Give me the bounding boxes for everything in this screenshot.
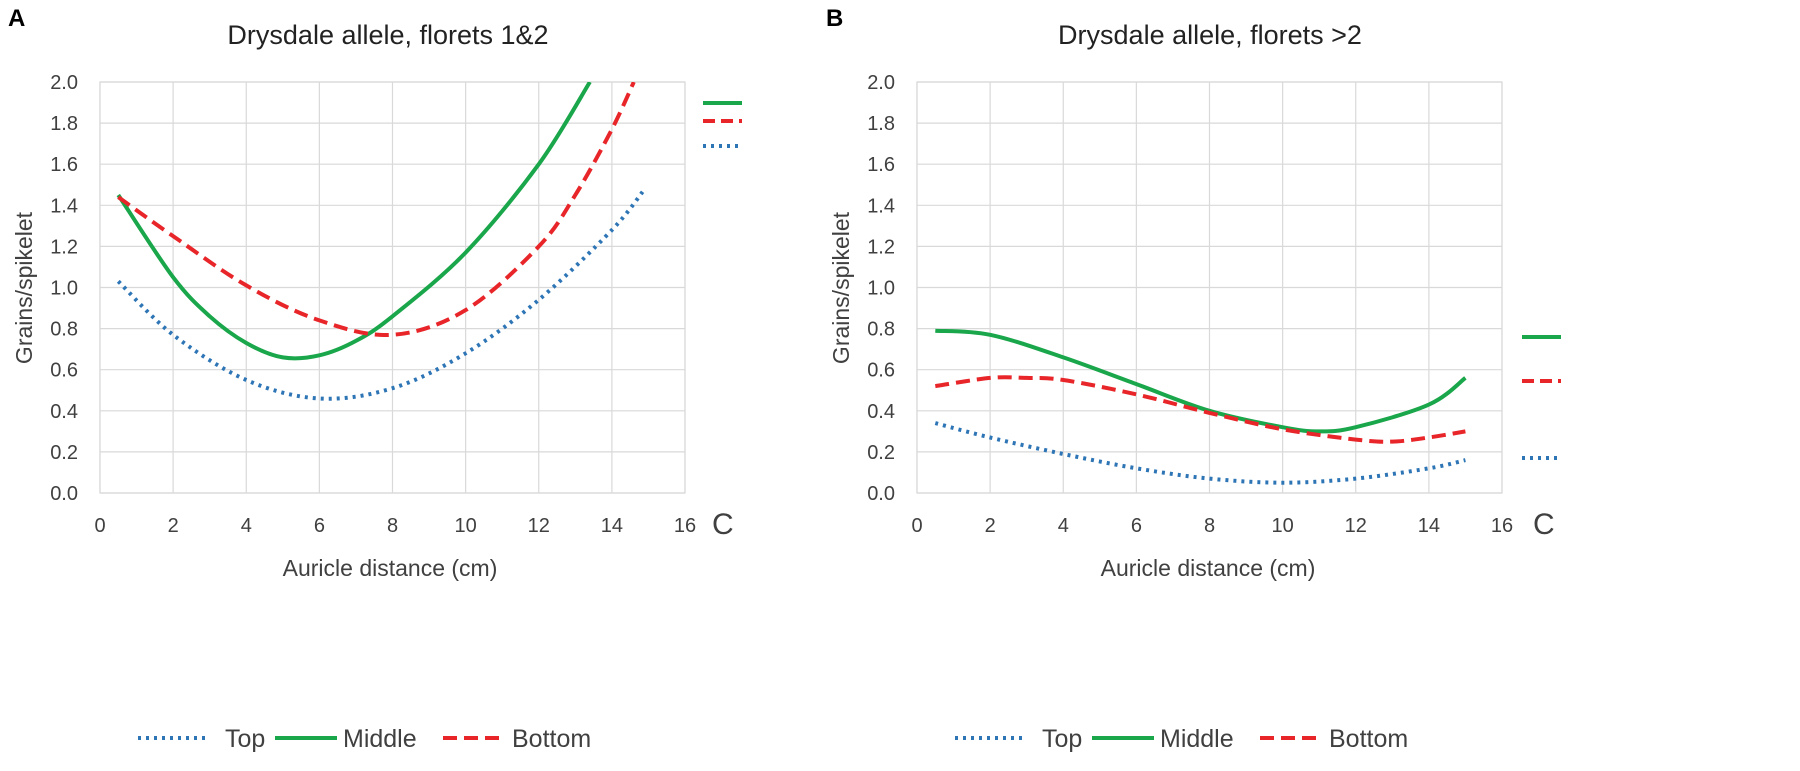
panel-a-cut-legend (703, 101, 742, 148)
panel-b-series-top-line (934, 421, 1466, 485)
panel-a-x-tick-label: 6 (314, 515, 325, 537)
panel-b-title: Drysdale allele, florets >2 (1058, 20, 1362, 50)
panel-b-y-tick-label: 2.0 (867, 72, 895, 94)
panel-b-y-tick-label: 0.8 (867, 319, 895, 341)
panel-b-y-tick-label: 1.8 (867, 113, 895, 135)
panel-a-series-bottom-line (117, 82, 636, 338)
panel-a-plot: 0 2 4 6 8 10 12 14 16 0.0 0.2 0.4 0.6 0.8 1.0 1.2 1.4 1.6… (50, 72, 696, 537)
legend-b-bottom-label: Bottom (1329, 725, 1408, 753)
panel-a-x-tick-label: 4 (241, 515, 252, 537)
panel-a-x-tick-label: 12 (528, 515, 550, 537)
panel-b-y-tick-label: 0.6 (867, 360, 895, 382)
panel-b-x-tick-label: 4 (1058, 515, 1069, 537)
panel-b-plot: 0 2 4 6 8 10 12 14 16 0.0 0.2 0.4 0.6 0.8 1.0 1.2 1.4 1.6… (867, 72, 1513, 537)
panel-b-x-tick-label: 0 (911, 515, 922, 537)
panel-b-x-tick-label: 6 (1131, 515, 1142, 537)
panel-a-title: Drysdale allele, florets 1&2 (227, 20, 548, 50)
panel-b-x-tick-label: 8 (1204, 515, 1215, 537)
panel-b-y-tick-label: 1.6 (867, 154, 895, 176)
legend-b: Top Middle Bottom (955, 725, 1408, 753)
legend-b-middle-label: Middle (1160, 725, 1234, 753)
panel-a-cut-label: C (712, 508, 734, 541)
panel-a-x-tick-label: 14 (601, 515, 623, 537)
panel-a-x-tick-label: 10 (455, 515, 477, 537)
panel-b-y-tick-label: 0.4 (867, 401, 895, 423)
panel-a-y-tick-label: 1.0 (50, 278, 78, 300)
panel-a-y-tick-label: 0.0 (50, 483, 78, 505)
panel-a-letter: A (8, 5, 25, 32)
panel-a-y-tick-label: 1.8 (50, 113, 78, 135)
panel-b-y-tick-label: 0.0 (867, 483, 895, 505)
panel-a-x-tick-label: 2 (168, 515, 179, 537)
panel-a-y-tick-label: 1.4 (50, 195, 78, 217)
panel-b-xlabel: Auricle distance (cm) (1101, 555, 1316, 581)
panel-a-series-middle-line (116, 82, 592, 361)
panel-b-letter: B (826, 5, 843, 32)
panel-a-x-tick-label: 8 (387, 515, 398, 537)
panel-a-y-tick-label: 0.8 (50, 319, 78, 341)
panel-a-x-tick-label: 0 (94, 515, 105, 537)
panel-a-y-tick-label: 1.2 (50, 236, 78, 258)
legend-b-top-label: Top (1042, 725, 1082, 753)
panel-a-y-tick-label: 0.6 (50, 360, 78, 382)
panel-b-x-tick-label: 14 (1418, 515, 1440, 537)
panel-b-series-bottom-line (935, 375, 1466, 444)
panel-b-plot-frame (916, 81, 1503, 494)
panel-b-y-tick-label: 1.4 (867, 195, 895, 217)
legend-a-middle-label: Middle (343, 725, 417, 753)
panel-a-ylabel: Grains/spikelet (11, 211, 37, 364)
legend-a: Top Middle Bottom (138, 725, 591, 753)
panel-b-x-tick-label: 10 (1272, 515, 1294, 537)
panel-b-x-tick-label: 12 (1345, 515, 1367, 537)
panel-b-x-tick-label: 16 (1491, 515, 1513, 537)
panel-b-x-tick-label: 2 (985, 515, 996, 537)
panel-b-y-tick-label: 0.2 (867, 442, 895, 464)
legend-a-top-label: Top (225, 725, 265, 753)
panel-b-y-tick-label: 1.2 (867, 236, 895, 258)
panel-a-y-tick-label: 0.2 (50, 442, 78, 464)
panel-a-x-tick-label: 16 (674, 515, 696, 537)
panel-a-xlabel: Auricle distance (cm) (283, 555, 498, 581)
panel-a-series-top-line (116, 187, 647, 401)
panel-b-y-tick-label: 1.0 (867, 278, 895, 300)
panel-b-cut-label: C (1533, 508, 1555, 541)
panel-b-series-middle-line (935, 328, 1467, 434)
panel-b-ylabel: Grains/spikelet (828, 211, 854, 364)
legend-a-bottom-label: Bottom (512, 725, 591, 753)
panel-a-y-tick-label: 2.0 (50, 72, 78, 94)
panel-a-y-tick-label: 0.4 (50, 401, 78, 423)
panel-a-plot-frame (99, 81, 686, 494)
panel-b-cut-legend (1522, 335, 1561, 460)
panel-a-y-tick-label: 1.6 (50, 154, 78, 176)
